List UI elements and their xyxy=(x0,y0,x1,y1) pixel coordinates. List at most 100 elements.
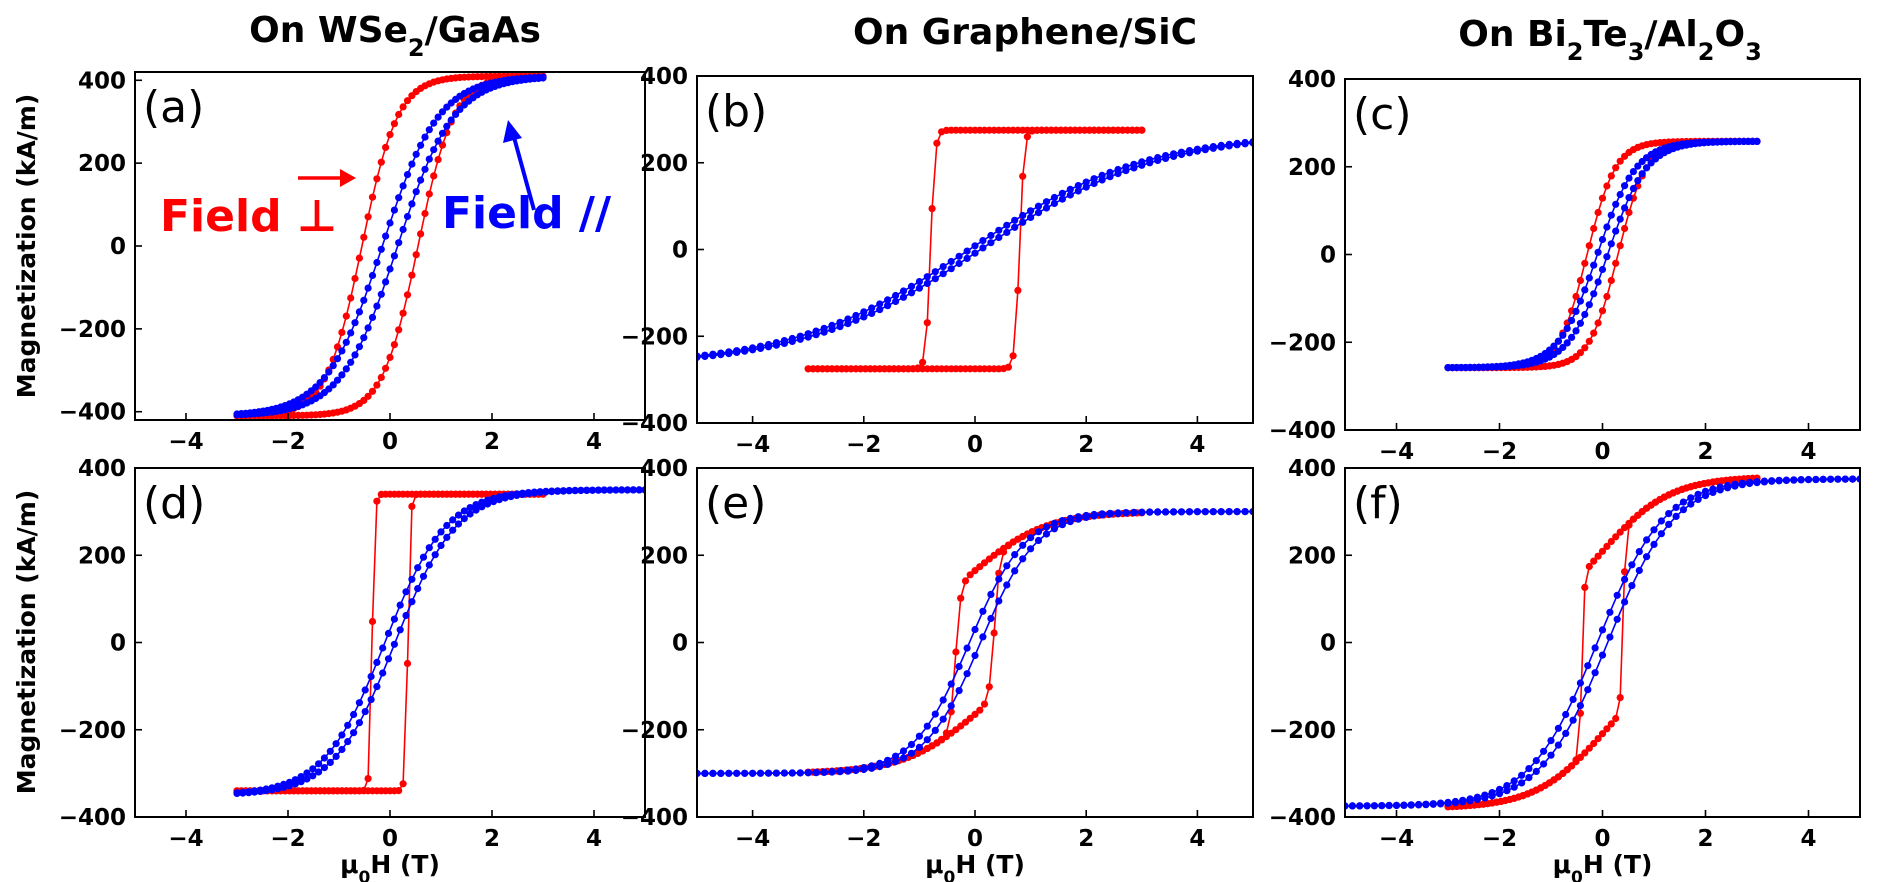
data-point xyxy=(421,165,429,173)
data-point xyxy=(701,769,709,778)
data-point xyxy=(1562,710,1570,719)
x-tick-label: 4 xyxy=(1189,826,1205,852)
x-tick-label: −4 xyxy=(168,429,203,455)
data-point xyxy=(923,319,931,327)
x-tick-label: 2 xyxy=(1697,439,1713,465)
data-point xyxy=(361,708,369,716)
data-point xyxy=(332,752,340,761)
y-tick-label: 400 xyxy=(78,456,126,482)
data-point xyxy=(955,662,963,671)
data-point xyxy=(1177,148,1186,156)
data-point xyxy=(1034,209,1043,217)
data-point xyxy=(612,486,620,494)
data-point xyxy=(1034,202,1043,210)
data-point xyxy=(1011,551,1019,559)
data-point xyxy=(1209,508,1217,516)
data-point xyxy=(1444,364,1452,372)
data-point xyxy=(262,785,270,793)
series-line xyxy=(236,76,544,415)
data-point xyxy=(939,263,947,271)
y-tick-label: −400 xyxy=(59,805,126,831)
x-tick-label: 2 xyxy=(484,826,500,852)
data-point xyxy=(364,324,372,332)
data-point xyxy=(1607,172,1615,180)
data-point xyxy=(390,120,398,128)
data-point xyxy=(452,110,460,118)
data-point xyxy=(1563,324,1571,332)
data-point xyxy=(1612,164,1620,172)
data-point xyxy=(382,364,390,372)
data-point xyxy=(368,617,377,626)
data-point xyxy=(419,572,428,580)
data-point xyxy=(367,696,375,704)
data-point xyxy=(320,754,328,762)
data-point xyxy=(1138,158,1146,166)
data-point xyxy=(860,764,868,772)
data-point xyxy=(1753,478,1761,486)
data-point xyxy=(1559,343,1567,352)
data-point xyxy=(1034,528,1043,536)
data-point xyxy=(1590,329,1598,337)
series-line xyxy=(237,493,543,792)
data-point xyxy=(1568,333,1576,341)
data-point xyxy=(812,327,820,335)
data-point xyxy=(421,209,429,218)
data-point xyxy=(1768,477,1776,485)
data-point xyxy=(1621,224,1629,233)
y-tick-label: 200 xyxy=(78,543,126,569)
data-point xyxy=(1090,175,1098,183)
data-point xyxy=(756,769,765,777)
data-point xyxy=(1612,259,1620,267)
data-point xyxy=(1019,541,1027,549)
data-point xyxy=(399,103,407,111)
data-point xyxy=(350,729,358,737)
para-arrowhead-icon xyxy=(503,120,522,143)
data-point xyxy=(390,206,398,214)
data-point xyxy=(1162,152,1170,160)
data-point xyxy=(1082,178,1090,186)
series-field-para xyxy=(697,508,1253,778)
data-point xyxy=(1687,500,1695,508)
x-tick-label: −4 xyxy=(735,432,770,458)
data-point xyxy=(1170,508,1178,516)
data-point xyxy=(1775,476,1783,484)
panel-e: −4 −2 0 2 4 −400 −200 0 200 400 (e) μ0H (T) xyxy=(621,456,1254,882)
data-point xyxy=(303,775,311,783)
data-point xyxy=(1518,779,1526,787)
x-tick-label: 0 xyxy=(967,826,983,852)
data-point xyxy=(899,754,908,762)
data-point xyxy=(425,190,433,198)
series-line xyxy=(1448,140,1757,369)
data-point xyxy=(952,648,960,656)
column-title-2: On Graphene/SiC xyxy=(853,12,1197,53)
data-point xyxy=(884,302,892,310)
data-point xyxy=(329,381,337,389)
series-line xyxy=(697,510,1253,775)
data-point xyxy=(1415,800,1423,809)
data-point xyxy=(399,309,407,317)
y-tick-label: −400 xyxy=(621,805,688,831)
data-point xyxy=(966,571,974,579)
data-point xyxy=(1782,476,1790,484)
data-point xyxy=(1613,591,1621,599)
data-point xyxy=(351,319,359,327)
data-point xyxy=(1576,679,1584,687)
data-point xyxy=(923,279,931,288)
panel-d: −4 −2 0 2 4 −400 −200 0 200 400 (d) μ0H (T) xyxy=(59,456,646,882)
data-point xyxy=(1510,783,1518,791)
data-point xyxy=(1518,771,1526,779)
data-point xyxy=(360,296,368,304)
series-line xyxy=(1345,478,1860,807)
data-point xyxy=(364,284,372,292)
data-point xyxy=(1819,475,1827,483)
data-point xyxy=(923,736,931,744)
data-point xyxy=(947,257,955,266)
data-point xyxy=(860,313,868,321)
data-point xyxy=(478,498,486,506)
column-title-3: On Bi2Te3/Al2O3 xyxy=(1458,14,1762,66)
data-point xyxy=(1679,498,1687,506)
data-point xyxy=(892,752,900,760)
data-point xyxy=(325,368,333,376)
data-point xyxy=(995,575,1003,583)
data-point xyxy=(1114,509,1122,517)
